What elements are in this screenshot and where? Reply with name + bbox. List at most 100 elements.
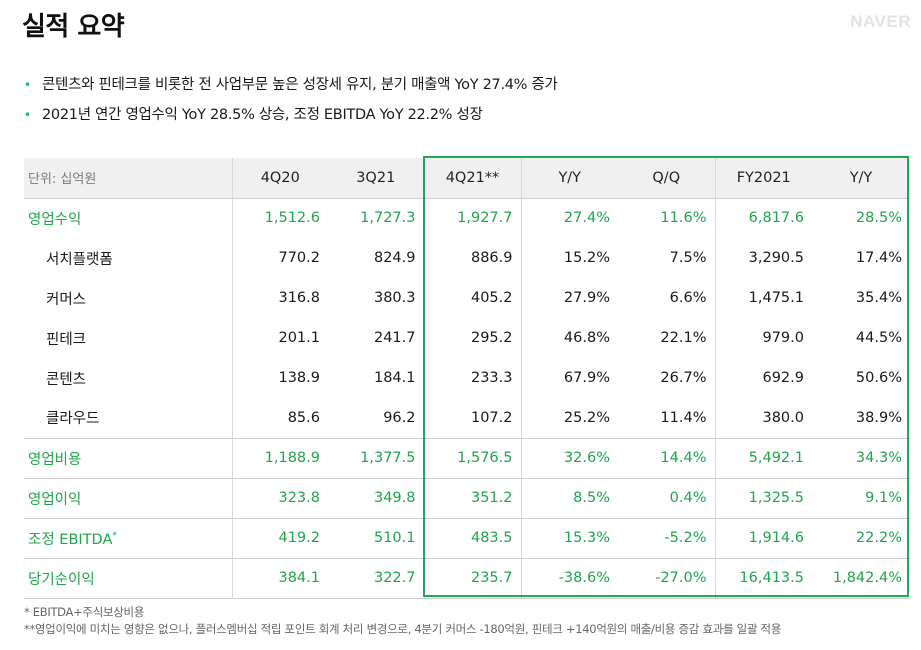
table-cell: 201.1: [231, 318, 328, 358]
table-cell: 322.7: [328, 557, 424, 599]
table-cell: 15.3%: [520, 517, 618, 558]
row-label-text: 영업비용: [28, 451, 82, 468]
footnote-marker: *: [112, 530, 117, 541]
table-cell: 46.8%: [520, 318, 618, 358]
row-label-text: 영업이익: [28, 491, 82, 508]
table-cell: 1,325.5: [714, 477, 812, 518]
table-row: 영업수익 1,512.6 1,727.3 1,927.7 27.4% 11.6% 6,817…: [24, 197, 910, 238]
table-cell: -5.2%: [618, 517, 715, 558]
table-cell: 419.2: [231, 517, 328, 558]
table-cell: 770.2: [231, 238, 328, 278]
table-cell: 22.1%: [660, 330, 707, 346]
table-cell: 11.4%: [660, 409, 707, 426]
row-label-text: 영업수익: [28, 211, 82, 228]
table-cell: 3,290.5: [714, 238, 812, 278]
bullet-dot-icon: •: [24, 108, 31, 122]
row-label-text: 핀테크: [46, 331, 87, 348]
table-cell: 510.1: [328, 517, 424, 558]
table-cell: 27.4%: [520, 197, 618, 238]
row-label: 핀테크: [24, 318, 232, 358]
table-cell: 38.9%: [855, 409, 902, 426]
table-cell: 1,842.4%: [812, 557, 910, 599]
table-row: 클라우드 85.6 96.2 107.2 25.2% 11.4% 380.0 38.9%: [24, 398, 910, 438]
table-cell: 9.1%: [812, 477, 910, 518]
table-row: 커머스 316.8 380.3 405.2 27.9% 6.6% 1,475.1 35.4%: [24, 278, 910, 318]
table-cell: 692.9: [714, 358, 812, 398]
table-cell: 380.0: [714, 398, 812, 438]
table-row: 핀테크 201.1 241.7 295.2 46.8% 22.1% 979.0 44.5%: [24, 318, 910, 358]
table-cell: 316.8: [231, 278, 328, 318]
col-header: 3Q21: [356, 169, 396, 186]
table-cell: 6.6%: [669, 290, 707, 306]
table-cell: 483.5: [423, 517, 521, 558]
table-cell: 27.9%: [520, 278, 618, 318]
row-label: 조정 EBITDA*: [24, 517, 232, 558]
row-label: 영업수익: [24, 197, 232, 238]
row-label-text: 클라우드: [46, 411, 100, 428]
naver-logo: NAVER: [850, 12, 911, 31]
table-cell: -38.6%: [520, 557, 618, 599]
table-cell: 184.1: [373, 370, 416, 386]
table-row: 콘텐츠 138.9 184.1 233.3 67.9% 26.7% 692.9 50.6%: [24, 358, 910, 398]
bullet-item: • 콘텐츠와 핀테크를 비롯한 전 사업부문 높은 성장세 유지, 분기 매출액 …: [22, 70, 558, 100]
table-cell: 233.3: [423, 358, 521, 398]
table-cell: 96.2: [383, 409, 416, 426]
table-cell: 351.2: [423, 477, 521, 518]
row-label: 클라우드: [24, 398, 232, 438]
table-cell: 67.9%: [520, 358, 618, 398]
col-header: 4Q21**: [423, 158, 521, 198]
bullet-text: 2021년 연간 영업수익 YoY 28.5% 상승, 조정 EBITDA Yo…: [42, 107, 483, 123]
table-cell: 1,576.5: [423, 437, 521, 478]
table-cell: 138.9: [231, 358, 328, 398]
table-cell: 11.6%: [618, 197, 715, 238]
table-cell: 0.4%: [618, 477, 715, 518]
footnote: * EBITDA+주식보상비용: [24, 605, 145, 619]
table-cell: 1,188.9: [231, 437, 328, 478]
table-cell: 15.2%: [520, 238, 618, 278]
table-header-row: 단위: 십억원 4Q20 3Q21 4Q21** Y/Y Q/Q FY2021 …: [24, 158, 910, 198]
table-cell: 295.2: [423, 318, 521, 358]
table-cell: 380.3: [373, 290, 416, 306]
table-cell: 50.6%: [855, 370, 902, 386]
col-header: FY2021: [714, 158, 812, 198]
row-label: 콘텐츠: [24, 358, 232, 398]
table-cell: 6,817.6: [714, 197, 812, 238]
row-label: 서치플랫폼: [24, 238, 232, 278]
row-label: 영업이익: [24, 477, 232, 518]
table-cell: 235.7: [423, 557, 521, 599]
table-cell: 26.7%: [660, 370, 707, 386]
table-cell: 14.4%: [618, 437, 715, 478]
bullet-text: 콘텐츠와 핀테크를 비롯한 전 사업부문 높은 성장세 유지, 분기 매출액 Y…: [42, 77, 558, 93]
table-cell: -27.0%: [618, 557, 715, 599]
summary-bullets: • 콘텐츠와 핀테크를 비롯한 전 사업부문 높은 성장세 유지, 분기 매출액 …: [22, 70, 558, 130]
bullet-item: • 2021년 연간 영업수익 YoY 28.5% 상승, 조정 EBITDA Y…: [22, 100, 558, 130]
table-row: 당기순이익 384.1 322.7 235.7 -38.6% -27.0% 16,413.5…: [24, 557, 910, 599]
table-cell: 22.2%: [812, 517, 910, 558]
table-row: 조정 EBITDA* 419.2 510.1 483.5 15.3% -5.2% 1,914…: [24, 517, 910, 558]
table-cell: 32.6%: [520, 437, 618, 478]
col-header: Q/Q: [652, 169, 681, 186]
table-cell: 5,492.1: [714, 437, 812, 478]
table-cell: 28.5%: [812, 197, 910, 238]
row-label-text: 당기순이익: [28, 571, 95, 588]
table-cell: 34.3%: [812, 437, 910, 478]
table-cell: 85.6: [231, 398, 328, 438]
col-header: 4Q20: [231, 158, 328, 198]
table-cell: 886.9: [423, 238, 521, 278]
row-label: 영업비용: [24, 437, 232, 478]
col-header: Y/Y: [849, 169, 873, 186]
page-title: 실적 요약: [22, 12, 125, 42]
unit-label: 단위: 십억원: [28, 172, 97, 188]
table-cell: 25.2%: [520, 398, 618, 438]
col-header: Y/Y: [520, 158, 618, 198]
table-cell: 241.7: [373, 330, 416, 346]
row-label: 당기순이익: [24, 557, 232, 599]
table-cell: 405.2: [423, 278, 521, 318]
results-table: 단위: 십억원 4Q20 3Q21 4Q21** Y/Y Q/Q FY2021 …: [24, 158, 910, 599]
table-cell: 7.5%: [669, 250, 707, 266]
footnote: **영업이익에 미치는 영향은 없으나, 플러스멤버십 적립 포인트 회계 처리…: [24, 622, 782, 636]
table-cell: 1,927.7: [423, 197, 521, 238]
row-label-text: 조정 EBITDA: [28, 531, 113, 548]
table-cell: 1,377.5: [328, 437, 424, 478]
table-row: 영업이익 323.8 349.8 351.2 8.5% 0.4% 1,325.5 9.1%: [24, 477, 910, 518]
